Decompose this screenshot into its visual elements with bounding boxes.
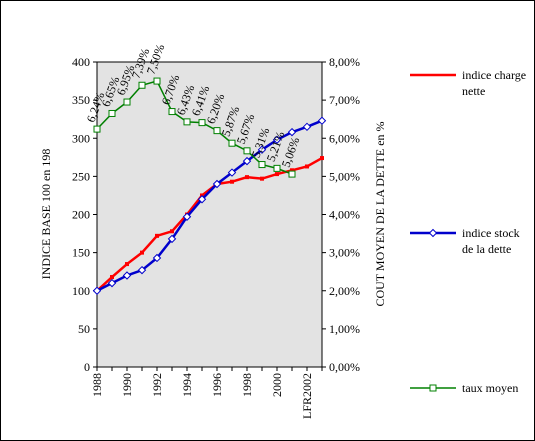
series-line (96, 119, 323, 292)
y-axis-title: INDICE BASE 100 en 198 (39, 149, 53, 280)
marker (272, 135, 282, 144)
x-tick-label: 1996 (210, 373, 224, 397)
marker (108, 109, 116, 117)
x-tick-label: LFR2002 (300, 373, 314, 419)
marker (273, 164, 281, 172)
marker (275, 172, 279, 177)
marker (153, 77, 161, 85)
y2-tick-label: 4,00% (329, 208, 360, 222)
marker (258, 161, 266, 169)
y-tick-label: 400 (72, 55, 90, 69)
y-tick-label: 250 (72, 169, 90, 183)
plot-area (96, 61, 323, 368)
x-tick-label: 1992 (150, 373, 164, 397)
marker (197, 195, 207, 204)
legend-marker (428, 228, 438, 238)
legend-label: taux moyen (462, 381, 518, 395)
marker (243, 147, 251, 155)
marker (122, 271, 132, 280)
x-tick-label: 1998 (240, 373, 254, 397)
marker (302, 122, 312, 132)
y-tick-label: 0 (84, 360, 90, 374)
marker (320, 156, 324, 161)
marker (138, 81, 146, 89)
series-line (96, 156, 323, 292)
y2-axis-title: COUT MOYEN DE LA DETTE en % (373, 121, 387, 306)
x-tick-label: 2000 (270, 373, 284, 397)
marker (288, 170, 296, 178)
marker (92, 286, 102, 295)
marker (228, 139, 236, 147)
marker (140, 250, 144, 255)
marker (183, 118, 191, 126)
y2-tick-label: 2,00% (329, 284, 360, 298)
marker (257, 145, 267, 154)
marker (213, 127, 221, 135)
legend-label: indice charge nette (462, 68, 526, 98)
marker (198, 119, 206, 127)
marker (125, 262, 129, 267)
marker (110, 275, 114, 280)
y2-tick-label: 3,00% (329, 246, 360, 260)
x-tick-label: 1990 (120, 373, 134, 397)
x-tick-label: 1988 (90, 373, 104, 397)
marker (287, 127, 297, 137)
marker (168, 108, 176, 116)
y-tick-label: 350 (72, 93, 90, 107)
y-tick-label: 150 (72, 246, 90, 260)
marker (290, 168, 294, 173)
marker (170, 229, 174, 234)
y2-tick-label: 8,00% (329, 55, 360, 69)
y2-tick-label: 0,00% (329, 360, 360, 374)
x-tick-label: 1994 (180, 373, 194, 397)
marker (155, 233, 159, 238)
marker (182, 212, 192, 221)
marker (107, 278, 117, 288)
marker (212, 179, 222, 189)
marker (93, 125, 101, 133)
legend-label: indice stock de la dette (462, 226, 520, 256)
y-tick-label: 100 (72, 284, 90, 298)
y2-tick-label: 5,00% (329, 169, 360, 183)
marker (137, 265, 147, 275)
marker (305, 164, 309, 169)
marker (260, 176, 264, 181)
legend-marker (429, 384, 437, 392)
marker (230, 179, 234, 184)
y2-tick-label: 1,00% (329, 322, 360, 336)
marker (317, 116, 327, 125)
marker (123, 98, 131, 106)
marker (167, 234, 177, 244)
y2-tick-label: 6,00% (329, 131, 360, 145)
y-tick-label: 50 (78, 322, 90, 336)
marker (152, 253, 162, 263)
y-tick-label: 300 (72, 131, 90, 145)
marker (245, 175, 249, 180)
y2-tick-label: 7,00% (329, 93, 360, 107)
marker (242, 156, 252, 166)
marker (227, 168, 237, 177)
y-tick-label: 200 (72, 208, 90, 222)
